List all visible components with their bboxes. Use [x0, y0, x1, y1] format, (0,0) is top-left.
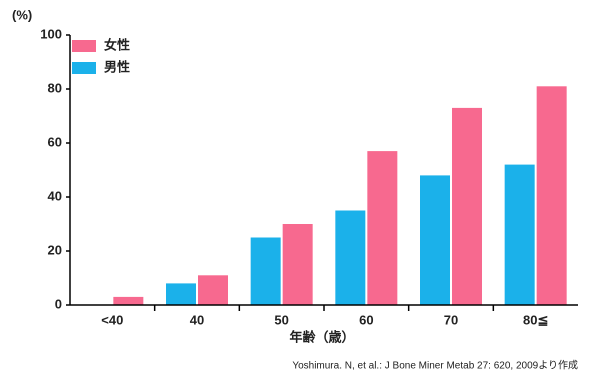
y-tick-label: 80 — [48, 80, 62, 95]
y-tick-label: 20 — [48, 242, 62, 257]
bar — [113, 296, 144, 305]
y-axis-label: (%) — [12, 7, 32, 22]
x-tick-label: 80≦ — [523, 312, 548, 327]
bar — [166, 283, 196, 305]
x-tick-label: 40 — [190, 312, 204, 327]
legend-label: 女性 — [104, 37, 130, 52]
bar — [504, 164, 535, 305]
x-axis-label: 年齢（歳） — [289, 329, 354, 344]
legend-swatch — [72, 40, 96, 52]
y-tick-label: 40 — [48, 188, 62, 203]
x-tick-label: 50 — [274, 312, 288, 327]
y-tick-label: 0 — [55, 296, 62, 311]
bar — [452, 107, 482, 306]
x-tick-label: 60 — [359, 312, 373, 327]
bar — [198, 275, 228, 305]
bar — [250, 237, 281, 305]
y-tick-label: 100 — [40, 26, 62, 41]
legend-label: 男性 — [104, 59, 130, 74]
source-note: Yoshimura. N, et al.: J Bone Miner Metab… — [292, 360, 578, 372]
y-tick-label: 60 — [48, 134, 62, 149]
x-tick-label: <40 — [101, 312, 123, 327]
bar — [282, 224, 313, 305]
bar — [367, 151, 398, 305]
legend-swatch — [72, 62, 96, 74]
bar — [420, 175, 450, 305]
bar — [536, 86, 567, 305]
x-tick-label: 70 — [444, 312, 458, 327]
bar — [335, 210, 366, 305]
